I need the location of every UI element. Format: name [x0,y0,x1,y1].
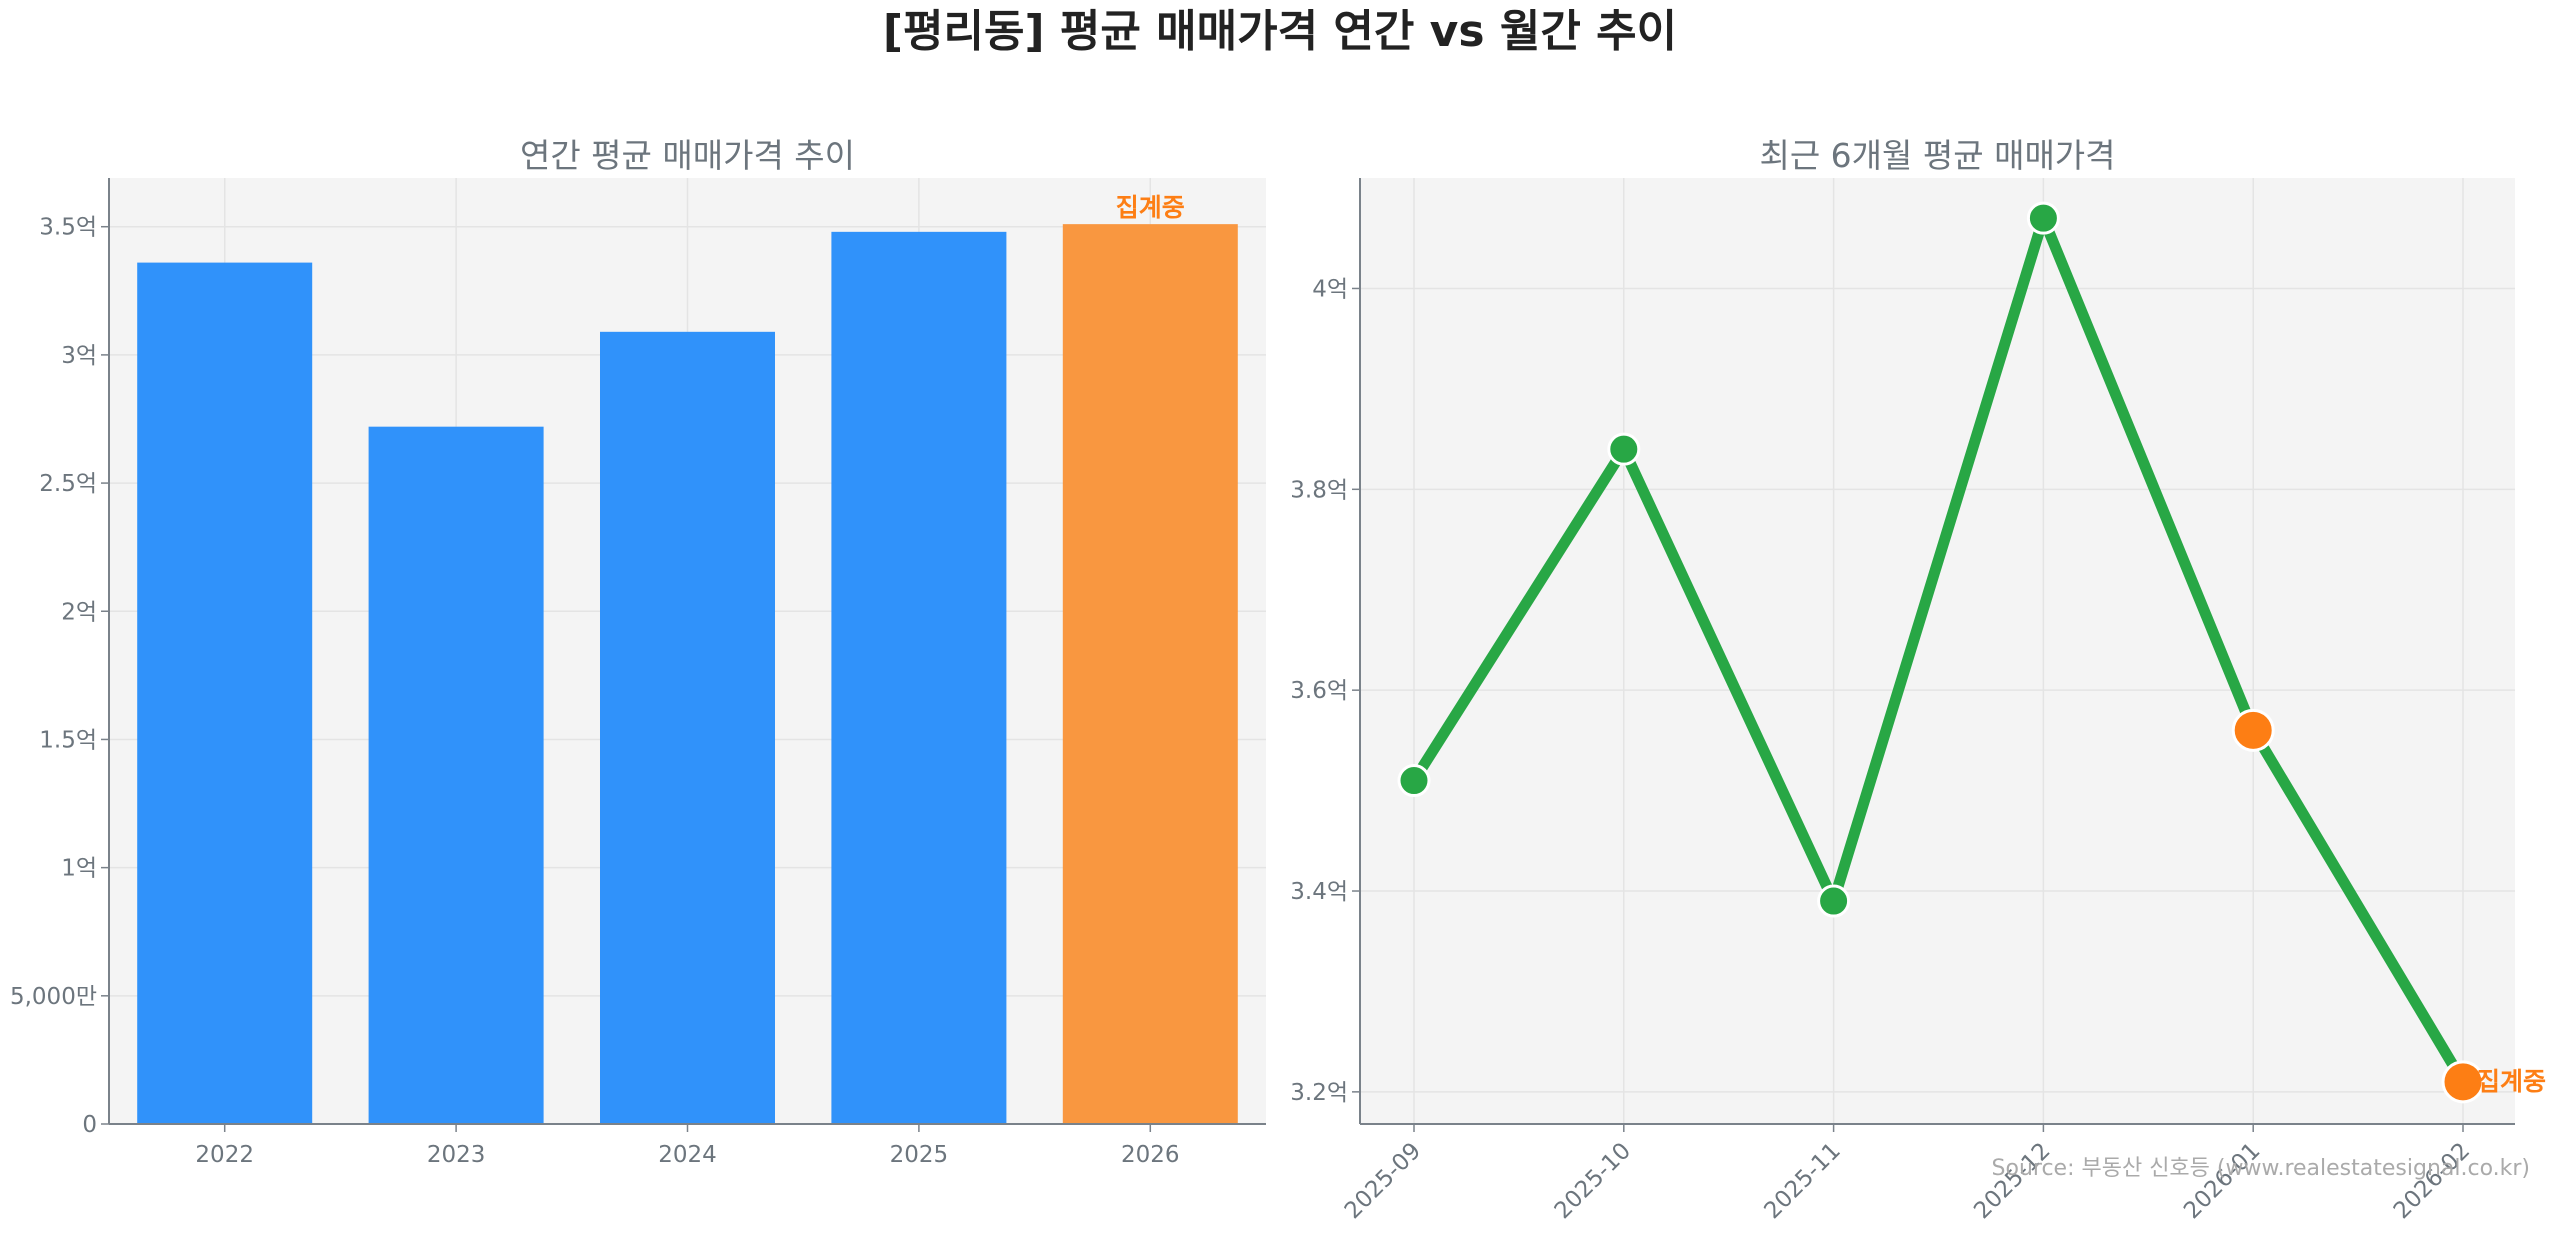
y-tick-label: 0 [82,1112,97,1138]
x-tick-label: 2025-09 [1340,1138,1426,1224]
plot-background [1360,178,2515,1124]
y-tick-label: 3억 [61,343,97,369]
y-tick-label: 2.5억 [39,471,97,497]
y-tick-label: 2억 [61,599,97,625]
bar-2026 [1062,224,1238,1124]
y-tick-label: 3.6억 [1290,678,1348,704]
partial-label: 집계중 [2477,1067,2546,1096]
annual-bar-chart: 0 5,000만 1억 1.5억 2억 2.5억 3억 3.5억 2022 2023 2024 202… [10,136,1266,1168]
x-tick-label: 2026 [1121,1142,1180,1168]
y-tick-label: 5,000만 [10,984,97,1010]
x-tick-label: 2022 [195,1142,254,1168]
source-note: Source: 부동산 신호등 (www.realestatesignal.co… [1992,1156,2530,1181]
x-tick-label: 2025-12 [1969,1138,2055,1224]
x-tick-label: 2025-11 [1759,1138,1845,1224]
bar-2022 [137,262,313,1124]
x-tick-label: 2024 [658,1142,717,1168]
x-tick-label: 2025-10 [1550,1138,1636,1224]
series-line [1409,212,2468,1085]
point-2025-11 [1817,884,1851,918]
y-tick-label: 3.4억 [1290,879,1348,905]
y-tick-label: 1.5억 [39,727,97,753]
figure-title: [평리동] 평균 매매가격 연간 vs 월간 추이 [883,6,1677,57]
point-2025-12 [2026,201,2060,235]
bar-2025 [831,231,1007,1124]
subplot-title: 최근 6개월 평균 매매가격 [1759,136,2115,175]
point-2025-10 [1607,432,1641,466]
bar-2023 [368,426,544,1125]
bar-2024 [600,331,775,1124]
point-2026-01 [2231,708,2275,752]
y-tick-label: 3.5억 [39,215,97,241]
x-tick-label: 2026-01 [2179,1138,2265,1224]
x-tick-label: 2026-02 [2389,1138,2475,1224]
y-tick-label: 1억 [61,856,97,882]
point-2026-02 [2441,1060,2485,1104]
subplot-title: 연간 평균 매매가격 추이 [520,136,855,175]
y-tick-label: 3.8억 [1290,477,1348,503]
monthly-line-chart: 3.2억 3.4억 3.6억 3.8억 4억 2025-09 2025-10 2025-11 2… [1290,136,2546,1224]
partial-label: 집계중 [1116,193,1185,222]
point-2025-09 [1397,764,1431,798]
y-tick-label: 3.2억 [1290,1080,1348,1106]
x-tick-label: 2023 [427,1142,486,1168]
y-tick-label: 4억 [1312,276,1348,302]
x-tick-label: 2025 [890,1142,949,1168]
